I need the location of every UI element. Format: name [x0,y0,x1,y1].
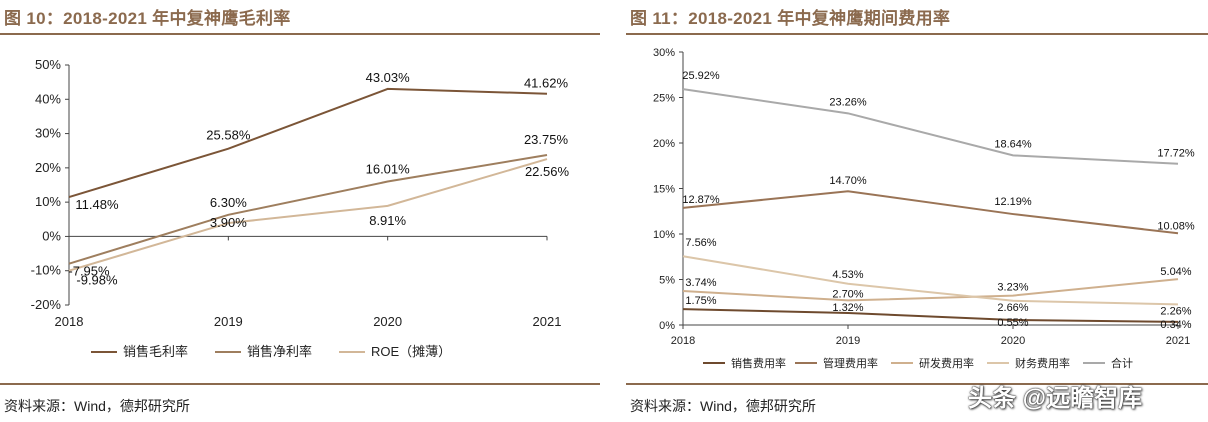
data-label: 10.08% [1157,220,1195,232]
data-label: 18.64% [994,138,1032,150]
y-tick-label: -20% [31,297,62,312]
series-line-5 [682,88,1179,165]
legend-label: 合计 [1111,356,1133,370]
y-tick-label: 0% [659,320,675,332]
y-tick-label: 10% [653,229,675,241]
series-line-3 [682,278,1179,302]
data-label: -9.98% [76,273,118,288]
y-tick-label: 0% [42,228,61,243]
x-tick-label: 2018 [671,335,695,347]
y-tick-label: 40% [35,91,61,106]
x-tick-label: 2019 [214,314,243,329]
left-line-chart: -20% -10% 0% 10% 20% 30% 40% 50% 2018 2019 2020 202… [31,57,570,359]
data-label: 17.72% [1157,148,1195,160]
series-line-2 [682,190,1179,235]
data-label: 3.23% [997,282,1028,294]
series-line-3 [68,158,548,272]
data-label: 4.53% [832,269,863,281]
x-tick-label: 2018 [55,314,84,329]
right-bottom-rule [626,383,1208,385]
data-label: 43.03% [366,70,411,85]
y-tick-label: 50% [35,57,61,72]
x-tick-label: 2020 [1001,335,1025,347]
data-label: 25.92% [682,70,720,82]
legend-label: 研发费用率 [919,356,974,370]
y-tick-label: 15% [653,184,675,196]
right-figure-panel: 图 11：2018-2021 年中复神鹰期间费用率 0% 5% 10% 15% 20% 2… [626,0,1208,422]
x-tick-label: 2021 [533,314,562,329]
legend-label: 销售净利率 [247,344,312,359]
right-line-chart: 0% 5% 10% 15% 20% 25% 30% 2018 2019 2020 2021 1.75%… [653,47,1195,370]
x-tick-label: 2020 [373,314,402,329]
y-tick-label: 10% [35,194,61,209]
y-tick-label: -10% [31,263,62,278]
data-label: 14.70% [829,175,867,187]
legend-label: 销售费用率 [731,356,786,370]
right-top-rule [626,33,1208,35]
data-label: 23.26% [829,96,867,108]
left-bottom-rule [0,383,600,385]
data-label: 5.04% [1160,266,1191,278]
right-figure-title: 图 11：2018-2021 年中复神鹰期间费用率 [630,9,951,28]
watermark-text: 头条 @远瞻智库 [968,385,1143,412]
data-label: 0.34% [1160,319,1191,331]
data-label: 8.91% [369,213,406,228]
left-source-note: 资料来源：Wind，德邦研究所 [4,398,190,414]
x-tick-label: 2021 [1166,335,1190,347]
data-label: 25.58% [206,128,251,143]
data-label: 2.70% [832,288,863,300]
left-figure-title: 图 10：2018-2021 年中复神鹰毛利率 [4,9,291,28]
legend-label: 管理费用率 [823,356,878,370]
data-label: 23.75% [524,132,569,147]
series-line-1 [682,308,1179,323]
y-tick-label: 25% [653,93,675,105]
data-label: 7.56% [685,237,716,249]
data-label: 41.62% [524,76,569,91]
data-label: -7.95% [68,264,110,279]
series-line-2 [68,154,548,265]
y-tick-label: 20% [653,138,675,150]
y-tick-label: 30% [35,126,61,141]
data-label: 1.75% [685,295,716,307]
data-label: 1.32% [832,302,863,314]
data-label: 3.74% [685,277,716,289]
data-label: 0.55% [997,317,1028,329]
data-label: 6.30% [210,195,247,210]
left-figure-panel: 图 10：2018-2021 年中复神鹰毛利率 -20% -10% 0% 10% 20%… [0,0,600,422]
right-source-note: 资料来源：Wind，德邦研究所 [630,398,816,414]
legend-label: 销售毛利率 [123,344,188,359]
legend-label: 财务费用率 [1015,356,1070,370]
y-tick-label: 30% [653,47,675,59]
legend-label: ROE（摊薄） [371,344,451,359]
data-label: 2.66% [997,302,1028,314]
data-label: 16.01% [366,162,411,177]
data-label: 3.90% [210,215,247,230]
series-line-1 [68,87,548,199]
y-tick-label: 20% [35,160,61,175]
series-line-4 [682,255,1179,306]
left-top-rule [0,33,600,35]
data-label: 12.19% [994,196,1032,208]
data-label: 2.26% [1160,305,1191,317]
data-label: 12.87% [682,194,720,206]
x-tick-label: 2019 [836,335,860,347]
y-tick-label: 5% [659,275,675,287]
data-label: 22.56% [525,164,570,179]
data-label: 11.48% [75,197,119,212]
